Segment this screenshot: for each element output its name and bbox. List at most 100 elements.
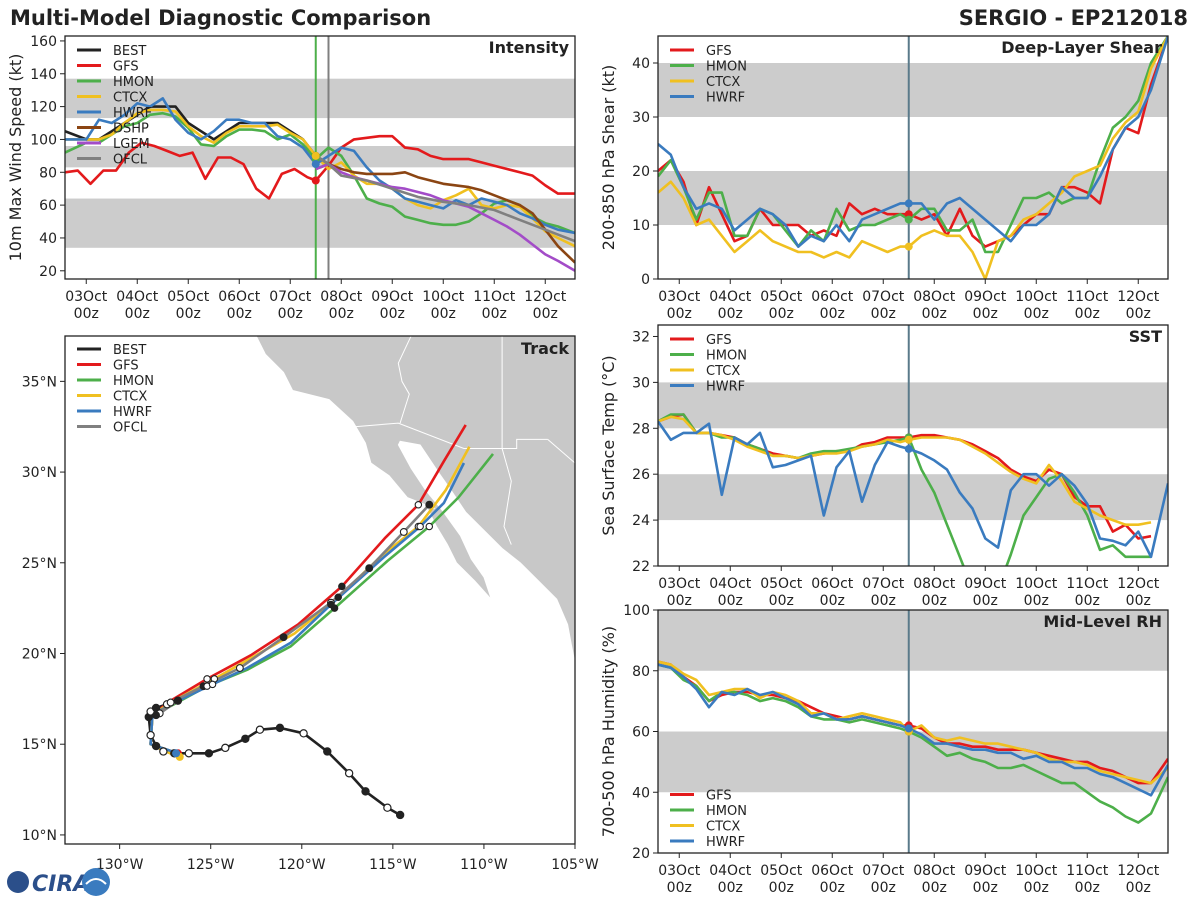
shear-xtick-label: 11Oct [1066,289,1109,305]
sst-xtick-label: 06Oct [811,576,854,592]
track-legend-label: CTCX [113,390,147,405]
rh-ytick-label: 80 [632,664,650,680]
intensity-xtick-label-hour: 00z [329,306,354,322]
intensity-marker-hmon [311,155,320,164]
track-xtick-label: 105°W [551,857,599,873]
intensity-group: 2040608010012014016003Oct00z04Oct00z05Oc… [6,34,576,322]
intensity-ytick-label: 120 [30,100,57,116]
track-ofcl-point [365,564,374,573]
track-series-ctcx [149,446,471,759]
track-best-point [146,730,155,740]
intensity-marker-best [311,151,320,160]
track-ofcl-point [152,711,161,720]
sst-frame [657,324,1169,567]
shear-frame [657,35,1169,280]
rh-xtick-label-hour: 00z [820,880,845,896]
shear-xtick-label: 08Oct [913,289,956,305]
shear-xtick-label-hour: 00z [1126,306,1151,322]
rh-xtick-label-hour: 00z [667,880,692,896]
track-forecast-point [414,522,423,531]
track-xtick-label: 110°W [460,857,508,873]
sst-xtick-label-hour: 00z [871,593,896,609]
track-border-line [547,439,575,464]
rh-xtick-label: 06Oct [811,863,854,879]
rh-xtick-label: 03Oct [658,863,701,879]
shear-series-hwrf [658,36,1168,248]
intensity-xtick-label: 03Oct [65,289,108,305]
sst-xtick-label-hour: 00z [820,593,845,609]
shear-ytick-label: 20 [632,164,650,180]
track-legend-label: GFS [113,359,139,374]
track-xtick-label: 115°W [369,857,417,873]
track-best-point [162,700,172,709]
sst-xtick-label: 12Oct [1117,576,1160,592]
track-best-point [184,749,194,758]
storm-title: SERGIO - EP212018 [958,6,1188,30]
track-ytick-label: 20°N [22,647,57,663]
track-legend-label: HMON [113,374,154,389]
track-legend-label: BEST [113,343,146,358]
sst-legend-label: HMON [706,349,747,364]
intensity-legend-label: GFS [113,60,139,75]
intensity-frame [64,35,576,280]
rh-xtick-label-hour: 00z [769,880,794,896]
intensity-marker-hwrf [311,160,320,169]
track-forecast-point [203,682,211,690]
shear-xtick-label-hour: 00z [769,306,794,322]
intensity-series-dshp [315,162,575,264]
shear-xtick-label-hour: 00z [1075,306,1100,322]
sst-xtick-label: 05Oct [760,576,803,592]
sst-marker-gfs [904,433,913,442]
track-forecast-point [425,522,434,531]
sst-xtick-label: 08Oct [913,576,956,592]
shear-xtick-label-hour: 00z [667,306,692,322]
shear-xtick-label-hour: 00z [973,306,998,322]
sst-series-ctcx [658,415,1152,527]
sst-xtick-label: 11Oct [1066,576,1109,592]
track-forecast-point [203,675,211,683]
intensity-xtick-label-hour: 00z [482,306,507,322]
shear-xtick-label-hour: 00z [1024,306,1049,322]
rh-xtick-label-hour: 00z [1126,880,1151,896]
intensity-xtick-label-hour: 00z [74,306,99,322]
track-best-point [204,749,214,758]
track-ofcl-point [279,633,288,642]
rh-xtick-label-hour: 00z [922,880,947,896]
track-best-point [151,741,161,751]
shear-title: Deep-Layer Shear [1001,38,1162,57]
intensity-xtick-label-hour: 00z [278,306,303,322]
rh-xtick-label-hour: 00z [1024,880,1049,896]
track-current-marker [173,749,182,758]
intensity-xtick-label-hour: 00z [227,306,252,322]
track-title: Track [521,339,569,358]
shear-legend-label: CTCX [706,75,740,90]
logo-text: CIRA [32,872,90,897]
intensity-series-hmon [65,111,575,235]
logo-globe-icon [7,871,29,893]
shear-group: 01020304003Oct00z04Oct00z05Oct00z06Oct00… [599,35,1169,322]
rh-xtick-label-hour: 00z [718,880,743,896]
track-forecast-point [327,600,335,609]
track-border-line [354,422,548,449]
shear-band [658,171,1168,225]
rh-ylabel: 700-500 hPa Humidity (%) [599,626,618,837]
sst-xtick-label-hour: 00z [1024,593,1049,609]
sst-series-hmon [658,413,1151,566]
track-border-line [501,448,512,545]
sst-xtick-label: 04Oct [709,576,752,592]
track-best-point [395,810,405,820]
sst-ytick-label: 22 [632,559,650,575]
track-series-ofcl [154,503,431,717]
rh-series-hmon [658,663,1168,824]
intensity-xtick-label: 11Oct [473,289,516,305]
track-best-point [361,787,370,796]
sst-legend-label: CTCX [706,364,740,379]
track-forecast-point [330,604,339,612]
intensity-xtick-label: 07Oct [269,289,312,305]
intensity-series-ofcl [315,154,575,243]
track-best-point [146,707,155,716]
track-ofcl-point [199,682,208,691]
sst-xtick-label: 09Oct [964,576,1007,592]
track-forecast-point [416,522,424,531]
